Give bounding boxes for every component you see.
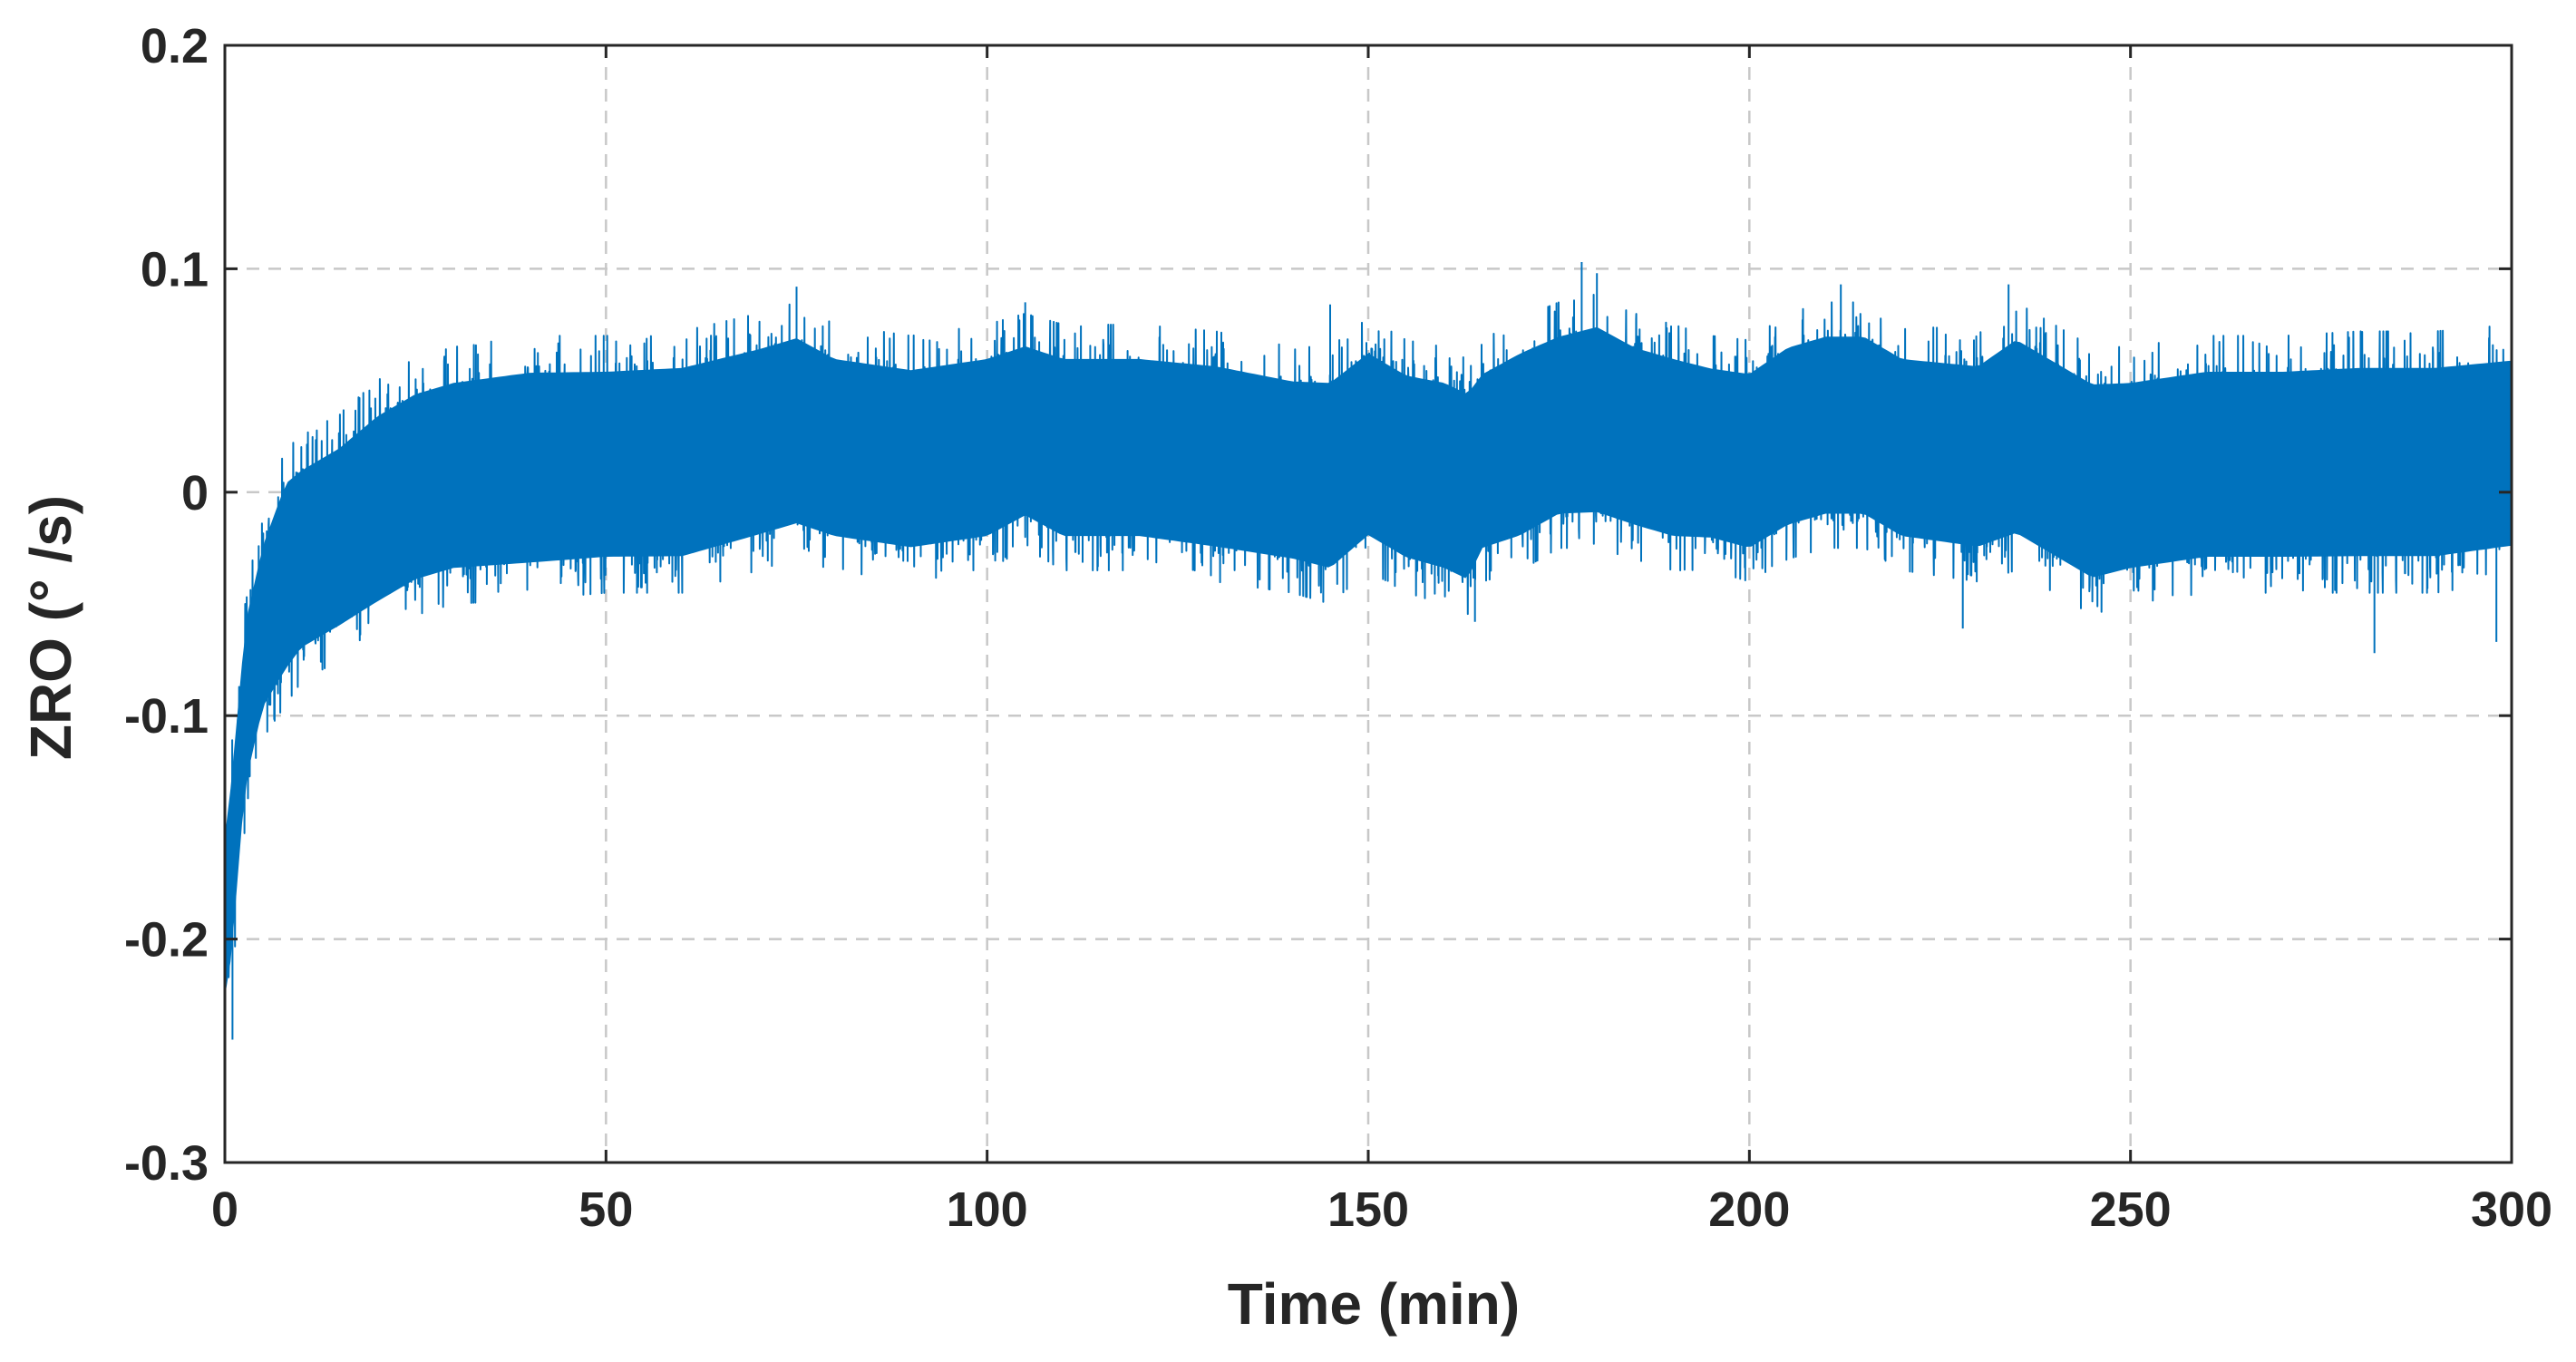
x-tick-label: 50 bbox=[578, 1182, 633, 1237]
x-tick-label: 250 bbox=[2090, 1182, 2172, 1237]
y-tick-label: -0.3 bbox=[124, 1136, 209, 1191]
y-tick-label: 0.1 bbox=[141, 242, 209, 297]
y-tick-label: -0.2 bbox=[124, 913, 209, 968]
x-tick-label: 0 bbox=[211, 1182, 238, 1237]
ticks bbox=[223, 44, 2513, 1164]
x-tick-label: 200 bbox=[1708, 1182, 1790, 1237]
y-tick-labels: -0.3 -0.2 -0.1 0 0.1 0.2 bbox=[124, 19, 209, 1191]
y-tick-label: -0.1 bbox=[124, 689, 209, 744]
y-tick-label: 0 bbox=[181, 466, 209, 520]
x-axis-title: Time (min) bbox=[1228, 1271, 1520, 1337]
grid-lines bbox=[225, 45, 2512, 1163]
plot-frame bbox=[223, 44, 2513, 1164]
x-tick-labels: 0 50 100 150 200 250 300 bbox=[211, 1182, 2552, 1237]
x-tick-label: 300 bbox=[2471, 1182, 2552, 1237]
signal-band bbox=[225, 326, 2512, 997]
x-tick-label: 100 bbox=[947, 1182, 1028, 1237]
x-tick-label: 150 bbox=[1327, 1182, 1409, 1237]
y-tick-label: 0.2 bbox=[141, 19, 209, 73]
y-axis-title: ZRO (° /s) bbox=[18, 495, 83, 760]
